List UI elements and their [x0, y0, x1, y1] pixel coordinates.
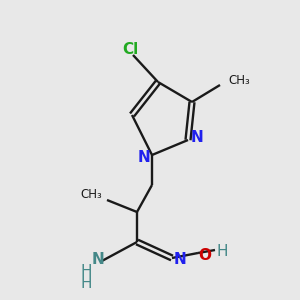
Text: N: N: [174, 253, 186, 268]
Text: CH₃: CH₃: [228, 74, 250, 88]
Text: CH₃: CH₃: [80, 188, 102, 202]
Text: Cl: Cl: [122, 43, 138, 58]
Text: N: N: [190, 130, 203, 146]
Text: H: H: [216, 244, 228, 260]
Text: O: O: [199, 248, 212, 262]
Text: N: N: [138, 149, 150, 164]
Text: H: H: [80, 277, 92, 292]
Text: H: H: [80, 265, 92, 280]
Text: N: N: [92, 253, 104, 268]
